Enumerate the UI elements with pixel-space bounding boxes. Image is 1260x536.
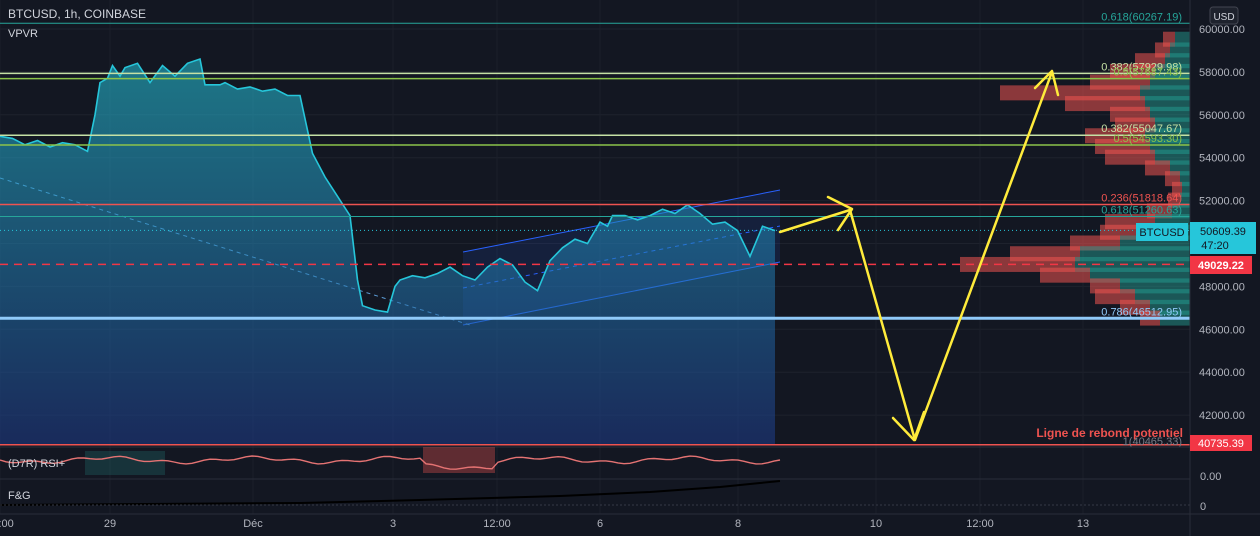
- vp-buy-bar: [1182, 181, 1190, 197]
- time-tick-label: 10: [870, 518, 882, 530]
- vp-buy-bar: [1120, 278, 1190, 294]
- time-tick-label: 12:00: [0, 518, 14, 530]
- fib-label: 0.786(46512.95): [1101, 306, 1182, 318]
- vp-sell-bar: [1040, 267, 1090, 283]
- fib-label: 0.236(51818.64): [1101, 192, 1182, 204]
- fib-labels: 0.618(60267.19) 0.382(57929.98)0.5(57687.…: [1101, 11, 1182, 448]
- symbol-badge-text: BTCUSD: [1139, 227, 1184, 239]
- vp-buy-bar: [1075, 256, 1190, 272]
- fib-label: 0.382(57929.98): [1101, 61, 1182, 73]
- bar-countdown: 47:20: [1201, 240, 1229, 252]
- vp-sell-bar: [1070, 235, 1120, 251]
- fg-tick: 0: [1200, 501, 1206, 513]
- price-tick-label: 44000.00: [1199, 367, 1245, 379]
- price-tick-label: 54000.00: [1199, 153, 1245, 165]
- price-tick-label: 56000.00: [1199, 110, 1245, 122]
- fg-label[interactable]: F&G: [8, 490, 31, 502]
- time-tick-label: 3: [390, 518, 396, 530]
- arrowhead-1: [826, 195, 854, 232]
- vp-buy-bar: [1080, 246, 1190, 262]
- vp-buy-bar: [1155, 117, 1190, 133]
- time-tick-label: 12:00: [483, 518, 511, 530]
- vp-buy-bar: [1180, 171, 1190, 187]
- arrowhead-3: [1033, 69, 1060, 97]
- last-price-badge: [1190, 222, 1256, 254]
- vp-buy-bar: [1145, 96, 1190, 112]
- vp-sell-bar: [1145, 160, 1170, 176]
- vp-buy-bar: [1175, 31, 1190, 47]
- rsi-overbought-zone: [85, 451, 165, 475]
- time-tick-label: Déc: [243, 518, 263, 530]
- symbol-badge: [1136, 223, 1188, 241]
- fg-line: [0, 480, 781, 506]
- rsi-tick: 0.00: [1200, 471, 1221, 483]
- vp-buy-bar: [1155, 63, 1190, 79]
- bottom-level-price: 40735.39: [1198, 438, 1244, 450]
- vp-sell-bar: [1172, 181, 1182, 197]
- rsi-label[interactable]: (D7R) RSI+: [8, 458, 65, 470]
- time-tick-label: 6: [597, 518, 603, 530]
- fib-label: 0.5(54593.30): [1114, 133, 1183, 145]
- fib-label: 0.5(57687.43): [1114, 67, 1183, 79]
- time-tick-label: 29: [104, 518, 116, 530]
- price-line: [0, 57, 776, 314]
- vp-buy-bar: [1172, 203, 1190, 219]
- currency-badge[interactable]: [1209, 6, 1239, 25]
- bottom-level-badge: [1190, 435, 1252, 451]
- vpvr-legend[interactable]: VPVR: [8, 28, 38, 40]
- fib-label: 1(40465.33): [1123, 436, 1182, 448]
- last-price: 50609.39: [1200, 226, 1246, 238]
- fib-label: 0.618(51260.63): [1101, 204, 1182, 216]
- rsi-line: [0, 455, 781, 470]
- currency-label[interactable]: USD: [1213, 12, 1234, 23]
- vp-sell-bar: [1105, 149, 1155, 165]
- symbol-legend[interactable]: BTCUSD, 1h, COINBASE: [8, 7, 146, 21]
- arrowhead-2: [891, 410, 926, 442]
- vp-buy-bar: [1165, 53, 1190, 69]
- vp-buy-bar: [1140, 85, 1190, 101]
- price-tick-label: 60000.00: [1199, 24, 1245, 36]
- red-level-badge: [1190, 256, 1252, 274]
- vp-buy-bar: [1170, 42, 1190, 58]
- fib-label: 0.382(55047.67): [1101, 123, 1182, 135]
- red-level-price: 49029.22: [1198, 260, 1244, 272]
- time-tick-label: 13: [1077, 518, 1089, 530]
- time-tick-label: 12:00: [966, 518, 994, 530]
- price-tick-label: 42000.00: [1199, 410, 1245, 422]
- price-area: [0, 59, 775, 445]
- fib-label: 0.618(60267.19): [1101, 11, 1182, 23]
- forecast-path: [778, 70, 1054, 442]
- vp-buy-bar: [1150, 106, 1190, 122]
- forecast-arrows: [778, 69, 1060, 442]
- price-tick-label: 52000.00: [1199, 196, 1245, 208]
- price-tick-label: 48000.00: [1199, 281, 1245, 293]
- rebound-annotation: Ligne de rebond potentiel: [1036, 426, 1183, 440]
- time-ticks: 12:00 29 Déc 3 12:00 6 8 10 12:00 13: [0, 518, 1089, 530]
- horizontal-levels: [0, 22, 1190, 446]
- price-tick-label: 46000.00: [1199, 324, 1245, 336]
- price-tick-label: 58000.00: [1199, 67, 1245, 79]
- vp-buy-bar: [1180, 192, 1190, 208]
- time-tick-label: 8: [735, 518, 741, 530]
- vp-buy-bar: [1150, 138, 1190, 154]
